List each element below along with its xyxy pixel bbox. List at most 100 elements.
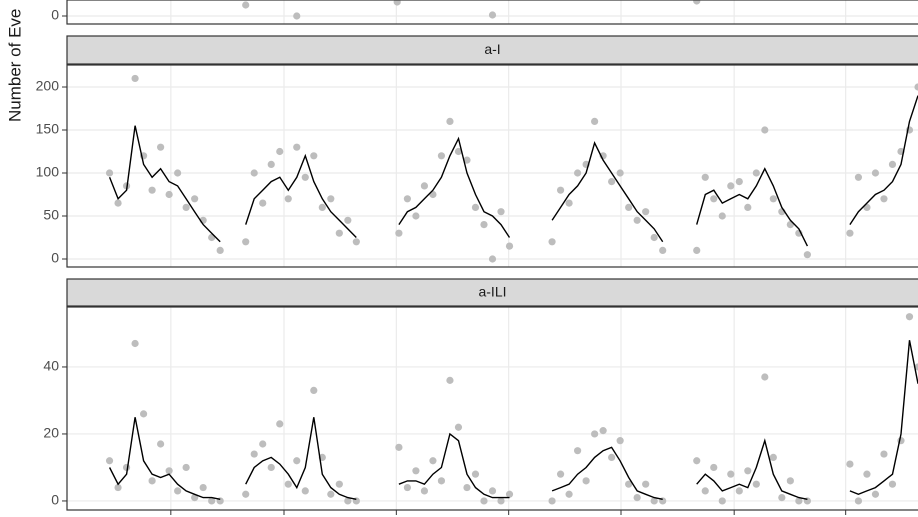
strip: [66, 278, 918, 307]
point: [803, 251, 811, 259]
point: [310, 152, 318, 160]
point: [761, 126, 769, 134]
point: [148, 186, 156, 194]
point: [871, 490, 880, 498]
panel-border: [66, 64, 918, 268]
point: [718, 497, 726, 505]
point: [888, 160, 897, 169]
point: [693, 457, 701, 465]
point: [701, 487, 709, 495]
point: [471, 470, 480, 478]
point: [710, 463, 718, 472]
point: [216, 246, 224, 255]
point: [582, 477, 590, 485]
point: [642, 208, 650, 216]
point: [157, 143, 165, 151]
point: [276, 420, 284, 428]
point: [744, 203, 752, 212]
point: [284, 195, 292, 203]
point: [488, 11, 497, 19]
point: [880, 195, 888, 203]
point: [174, 487, 182, 495]
point: [880, 450, 888, 458]
point: [327, 490, 335, 498]
point: [752, 169, 760, 177]
point: [191, 494, 199, 502]
y-tick-label: 0: [51, 7, 59, 23]
strip: [66, 35, 918, 65]
point: [786, 477, 794, 485]
point: [446, 376, 454, 384]
y-tick-label: 50: [43, 207, 59, 223]
point: [105, 457, 114, 465]
point: [591, 117, 599, 126]
point: [267, 463, 275, 472]
panel-border: [66, 306, 918, 511]
point: [267, 160, 275, 169]
point: [710, 195, 718, 203]
point: [846, 229, 854, 237]
point: [480, 221, 488, 229]
point: [701, 173, 709, 181]
point: [403, 195, 411, 203]
point: [293, 12, 301, 20]
point: [769, 453, 777, 462]
line: [108, 95, 918, 247]
panel-background: [67, 65, 918, 267]
point: [310, 386, 318, 395]
point: [352, 238, 360, 246]
point: [105, 169, 114, 177]
point: [565, 490, 573, 498]
y-tick-label: 40: [43, 358, 59, 374]
y-axis-label: Number of Eve: [5, 9, 24, 122]
point: [182, 203, 190, 212]
point: [420, 487, 429, 495]
point: [650, 233, 658, 242]
point: [412, 467, 420, 475]
point: [318, 203, 326, 212]
point: [242, 490, 250, 498]
point: [556, 470, 565, 478]
point: [471, 203, 480, 212]
point: [114, 483, 122, 492]
point: [301, 487, 309, 495]
point: [335, 229, 343, 237]
point: [497, 497, 505, 505]
point: [795, 497, 803, 505]
point: [393, 0, 401, 6]
point: [693, 0, 701, 5]
point: [284, 480, 292, 488]
point: [344, 497, 352, 505]
point: [437, 477, 446, 485]
point: [463, 483, 471, 492]
point: [293, 143, 301, 151]
point: [276, 147, 284, 156]
point: [744, 467, 752, 475]
point: [633, 216, 641, 224]
point: [727, 470, 735, 478]
point: [761, 373, 769, 381]
point: [182, 463, 190, 472]
panel-background: [67, 307, 918, 510]
y-tick-label: 100: [36, 164, 60, 180]
point: [429, 457, 437, 465]
point: [454, 423, 463, 431]
point: [497, 208, 505, 216]
y-tick-label: 200: [36, 78, 60, 94]
point: [199, 483, 207, 492]
point: [735, 178, 743, 186]
point: [174, 169, 182, 177]
y-tick-label: 0: [51, 492, 59, 508]
point: [608, 178, 616, 186]
point: [395, 229, 403, 237]
point: [480, 497, 488, 505]
point: [565, 199, 573, 207]
point: [335, 480, 343, 488]
point: [165, 190, 173, 199]
point: [599, 427, 607, 435]
point: [250, 169, 258, 177]
point: [114, 199, 122, 207]
point: [905, 313, 914, 321]
point: [718, 212, 726, 220]
